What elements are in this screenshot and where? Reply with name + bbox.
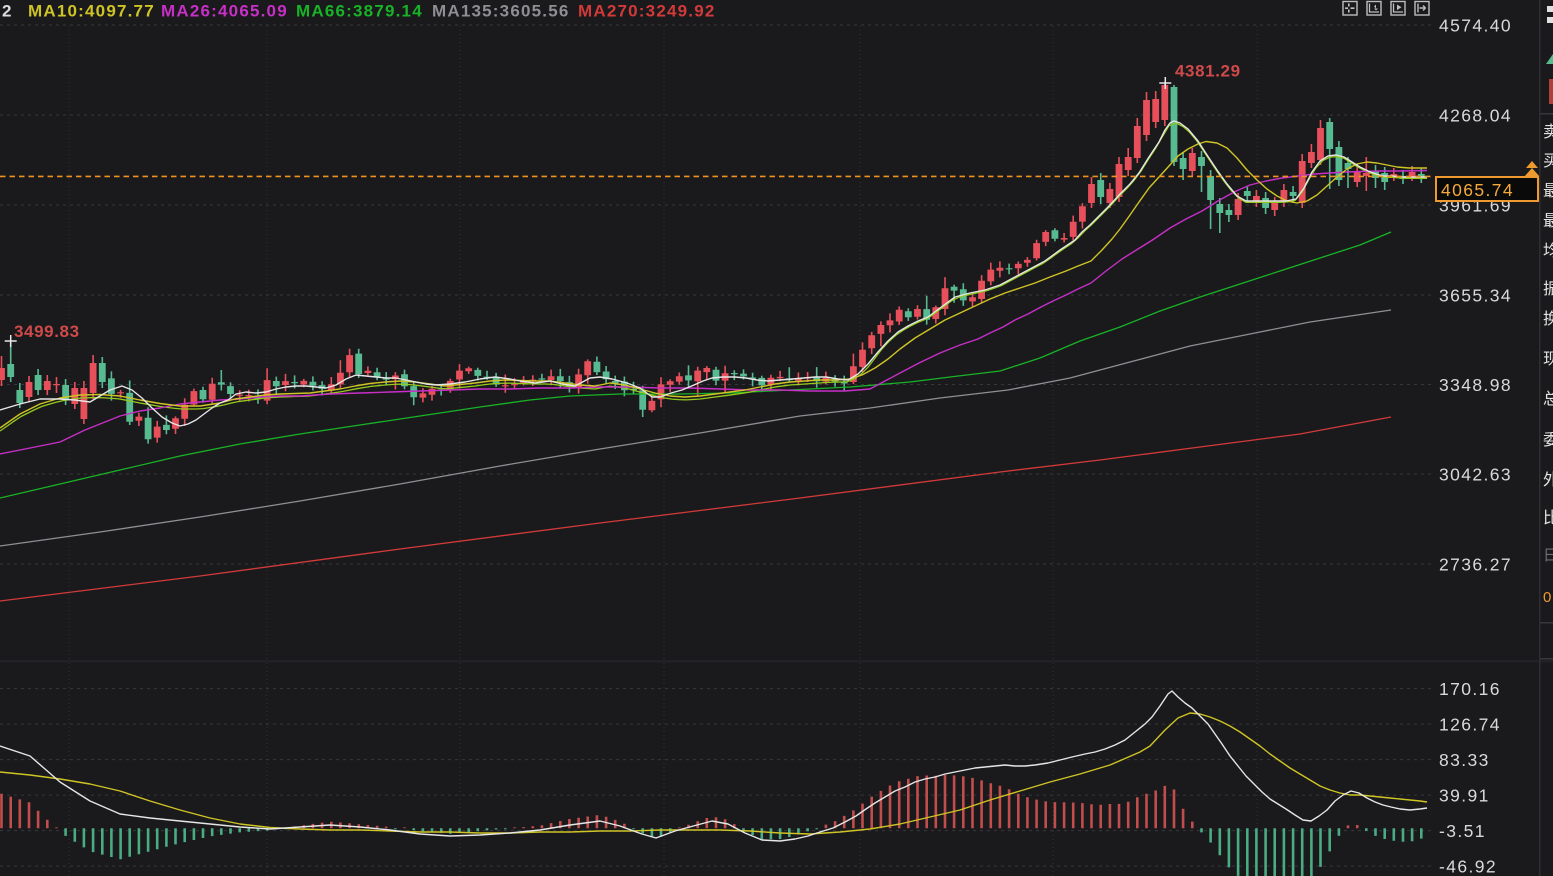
svg-text:4065.74: 4065.74 [1441,180,1514,200]
svg-text:比: 比 [1543,509,1553,527]
svg-text:日: 日 [1543,547,1553,564]
svg-text:MA135:3605.56: MA135:3605.56 [432,2,570,21]
svg-text:MA10:4097.77: MA10:4097.77 [28,2,155,21]
svg-text:MA66:3879.14: MA66:3879.14 [296,2,423,21]
svg-text:振: 振 [1543,280,1553,298]
svg-text:4381.29: 4381.29 [1175,62,1241,81]
svg-text:3348.98: 3348.98 [1439,375,1512,395]
svg-text:4268.04: 4268.04 [1439,106,1512,126]
svg-text:MA26:4065.09: MA26:4065.09 [161,2,288,21]
svg-text:83.33: 83.33 [1439,750,1490,770]
svg-text:2: 2 [2,2,11,21]
svg-text:卖: 卖 [1543,123,1553,141]
svg-text:3042.63: 3042.63 [1439,465,1512,485]
svg-text:最: 最 [1543,183,1553,200]
svg-text:委: 委 [1543,431,1553,449]
svg-text:2736.27: 2736.27 [1439,555,1512,575]
svg-text:4574.40: 4574.40 [1439,16,1512,36]
svg-text:3655.34: 3655.34 [1439,286,1512,306]
svg-text:126.74: 126.74 [1439,715,1501,735]
svg-text:0: 0 [1543,589,1551,606]
svg-text:买: 买 [1543,152,1553,170]
svg-text:外: 外 [1543,471,1553,489]
svg-text:总: 总 [1543,390,1553,408]
svg-text:现: 现 [1543,351,1553,368]
svg-text:换: 换 [1543,310,1553,328]
svg-text:均: 均 [1543,242,1553,260]
svg-text:最: 最 [1543,213,1553,230]
svg-text:39.91: 39.91 [1439,786,1490,806]
svg-text:170.16: 170.16 [1439,679,1501,699]
svg-text:MA270:3249.92: MA270:3249.92 [578,2,716,21]
svg-text:-46.92: -46.92 [1439,857,1497,876]
svg-text:3499.83: 3499.83 [14,322,80,341]
svg-text:-3.51: -3.51 [1439,821,1486,841]
